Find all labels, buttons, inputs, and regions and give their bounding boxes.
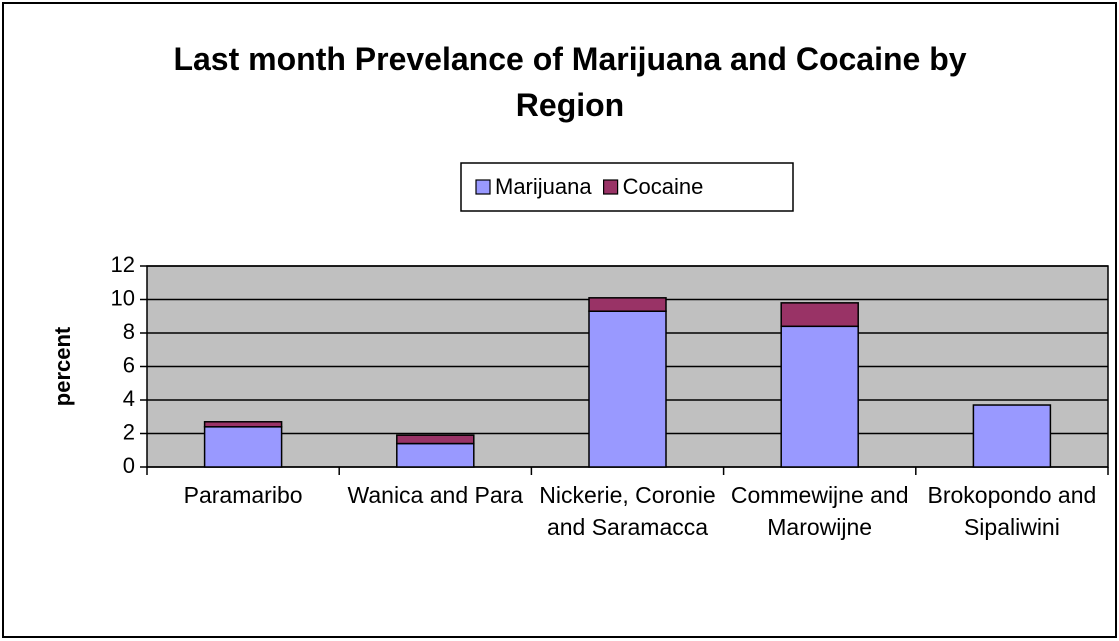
bar-segment [972,404,1052,468]
y-tick-label: 2 [123,419,135,444]
x-tick-label: Commewijne and Marowijne [730,482,909,540]
x-tick-label: Wanica and Para [347,482,524,508]
y-tick-label: 6 [123,352,135,377]
legend-swatch [475,179,491,195]
y-tick-label: 4 [123,386,135,411]
y-tick-label: 0 [123,453,135,478]
x-tick-label: Nickerie, Coronie and Saramacca [539,482,716,540]
bar-segment [780,302,859,328]
bar-segment [588,310,667,468]
legend-swatch [603,179,619,195]
x-tick-label: Paramaribo [183,482,303,508]
bar-segment [203,421,283,428]
y-tick-label: 8 [123,319,135,344]
bar-segment [780,325,859,468]
bar-segment [588,297,667,312]
bar-segment [396,442,475,468]
y-axis-label: percent [50,326,75,406]
bar-segment [203,426,283,468]
legend-label: Cocaine [623,174,704,199]
legend-box [460,162,794,212]
bar-segment [396,434,475,445]
chart-title: Last month Prevelance of Marijuana and C… [173,41,967,123]
x-tick-label: Brokopondo and Sipaliwini [927,482,1097,540]
y-tick-label: 10 [111,285,135,310]
legend-label: Marijuana [495,174,592,199]
y-tick-label: 12 [111,252,135,277]
